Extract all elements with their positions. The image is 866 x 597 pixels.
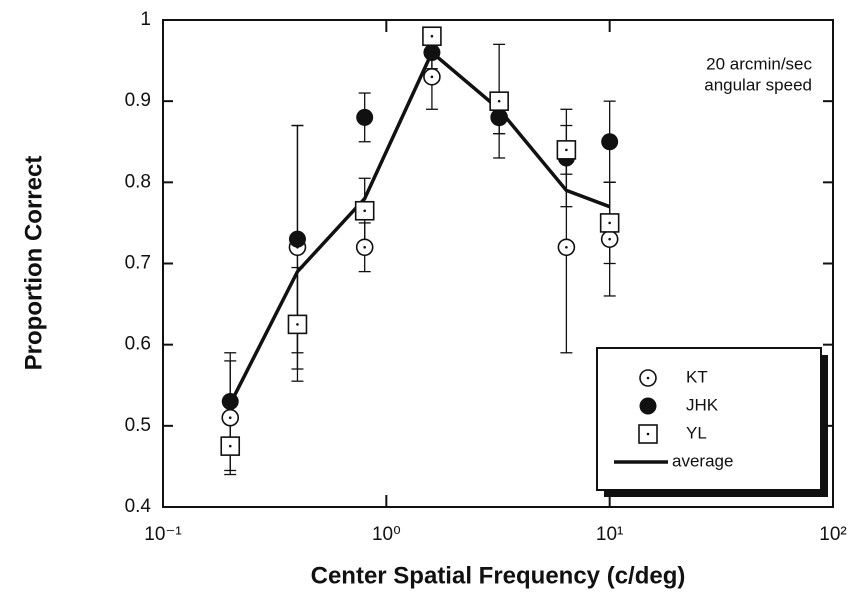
point	[423, 43, 441, 61]
annotation: 20 arcmin/sec	[706, 54, 812, 73]
x-tick-label: 10²	[819, 524, 846, 545]
marker-dot	[646, 376, 650, 380]
x-tick-label: 10¹	[596, 524, 623, 545]
y-tick-label: 0.7	[125, 253, 151, 274]
point	[490, 108, 508, 126]
y-axis-label: Proportion Correct	[20, 156, 47, 371]
legend-label: YL	[686, 423, 707, 442]
marker-dot	[363, 209, 366, 213]
marker-dot	[228, 444, 232, 448]
y-tick-label: 0.9	[125, 90, 151, 111]
marker-dot	[608, 221, 611, 225]
point	[601, 133, 619, 151]
point	[356, 108, 374, 126]
legend-label: JHK	[686, 395, 719, 414]
legend-label: average	[672, 451, 733, 470]
y-tick-label: 1	[140, 9, 151, 30]
y-tick-label: 0.5	[125, 415, 151, 436]
marker-dot	[497, 99, 501, 103]
y-tick-label: 0.8	[125, 171, 151, 192]
marker-dot	[608, 237, 611, 241]
marker-dot	[296, 323, 299, 326]
legend-label: KT	[686, 367, 708, 386]
point	[221, 392, 239, 410]
legend-box	[596, 347, 822, 491]
marker-dot	[363, 245, 366, 249]
legend-swatch	[639, 397, 657, 415]
marker-dot	[565, 148, 568, 152]
marker-dot	[565, 245, 568, 249]
marker-dot	[430, 75, 434, 79]
marker-dot	[430, 34, 434, 38]
y-tick-label: 0.4	[125, 496, 152, 517]
x-axis-label: Center Spatial Frequency (c/deg)	[311, 562, 686, 589]
y-tick-label: 0.6	[125, 334, 151, 355]
marker-dot	[228, 416, 232, 420]
annotation: angular speed	[704, 75, 812, 94]
average-line	[228, 49, 611, 405]
x-tick-label: 10⁻¹	[144, 524, 182, 545]
x-tick-label: 10⁰	[372, 524, 401, 545]
point	[288, 230, 306, 248]
marker-dot	[646, 432, 650, 436]
